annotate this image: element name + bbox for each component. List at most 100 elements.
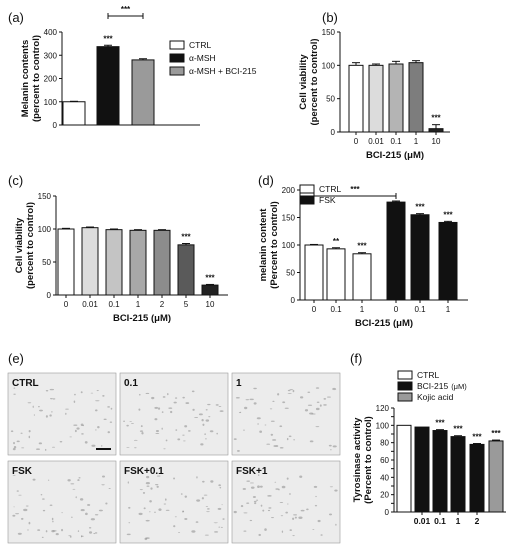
cell-speck (219, 486, 222, 489)
cell-speck (315, 387, 320, 389)
cell-speck (170, 410, 173, 414)
x-tick-label: 1 (446, 305, 451, 314)
cell-speck (77, 530, 80, 532)
legend-unit: (μM) (451, 382, 467, 391)
cell-speck (292, 535, 295, 537)
cell-speck (315, 426, 320, 428)
cell-speck (312, 528, 315, 530)
cell-speck (319, 404, 322, 407)
y-tick-label: 120 (376, 404, 390, 413)
significance-label: ** (333, 237, 340, 246)
cell-speck (201, 418, 204, 422)
cell-speck (257, 485, 260, 488)
cell-speck (187, 430, 191, 432)
cell-speck (236, 450, 240, 452)
cell-speck (98, 509, 103, 512)
cell-speck (218, 484, 221, 487)
bar (388, 63, 404, 133)
panel-label-e: (e) (8, 351, 24, 366)
cell-speck (332, 445, 337, 448)
significance-label: *** (472, 433, 482, 442)
cell-speck (249, 482, 254, 484)
y-tick-label: 0 (331, 128, 336, 137)
cell-speck (87, 504, 91, 506)
cell-speck (126, 447, 130, 449)
legend-swatch (169, 40, 185, 50)
cell-speck (49, 414, 52, 417)
cell-speck (108, 488, 111, 490)
cell-speck (28, 521, 31, 525)
x-tick-label: 5 (184, 300, 189, 309)
y-tick-label: 200 (282, 186, 296, 195)
cell-speck (282, 401, 286, 404)
cell-speck (94, 514, 99, 516)
cell-speck (145, 482, 150, 485)
cell-speck (168, 407, 173, 409)
cell-speck (165, 439, 168, 442)
cell-speck (309, 440, 314, 443)
cell-speck (316, 401, 320, 404)
bar (432, 430, 448, 513)
cell-speck (240, 505, 244, 508)
cell-speck (256, 499, 259, 501)
cell-speck (270, 420, 275, 422)
bar (81, 227, 99, 296)
cell-speck (45, 415, 48, 418)
cell-speck (164, 498, 167, 501)
y-tick-label: 20 (380, 491, 389, 500)
bar (129, 229, 147, 296)
cell-speck (182, 434, 185, 436)
y-tick-label: 150 (322, 28, 336, 37)
x-tick-label: 2 (160, 300, 165, 309)
x-tick-label: 0 (394, 305, 399, 314)
micrograph-label: FSK (12, 466, 33, 477)
cell-speck (269, 408, 273, 410)
cell-speck (266, 443, 271, 445)
cell-speck (161, 427, 163, 430)
x-tick-label: 10 (432, 137, 441, 146)
cell-speck (110, 407, 113, 410)
cell-speck (246, 480, 251, 482)
legend-label: CTRL (417, 370, 439, 380)
cell-speck (150, 487, 153, 490)
x-tick-label: 0.1 (390, 137, 402, 146)
cell-speck (271, 517, 275, 519)
bar (410, 214, 430, 301)
cell-speck (323, 397, 327, 400)
cell-speck (35, 448, 41, 450)
cell-speck (45, 390, 49, 392)
x-tick-label: 1 (136, 300, 141, 309)
cell-speck (298, 516, 303, 520)
cell-speck (16, 490, 19, 492)
cell-speck (275, 488, 279, 490)
cell-speck (173, 477, 176, 480)
cell-speck (142, 491, 146, 494)
cell-speck (330, 449, 332, 451)
cell-speck (292, 389, 295, 393)
cell-speck (33, 414, 36, 416)
cell-speck (299, 475, 303, 478)
cell-speck (155, 433, 160, 434)
micrograph-cell: CTRL (7, 372, 117, 456)
cell-speck (293, 514, 298, 516)
bar (96, 46, 120, 126)
cell-speck (127, 481, 129, 484)
cell-speck (306, 508, 309, 511)
cell-speck (38, 442, 43, 445)
cell-speck (218, 526, 221, 528)
y-tick-label: 0 (291, 296, 296, 305)
cell-speck (17, 532, 22, 535)
cell-speck (107, 406, 111, 408)
cell-speck (13, 441, 15, 445)
cell-speck (183, 440, 186, 442)
cell-speck (233, 510, 237, 514)
cell-speck (233, 438, 237, 440)
bar (105, 229, 123, 296)
cell-speck (140, 425, 143, 428)
cell-speck (254, 502, 257, 505)
cell-speck (281, 530, 284, 533)
cell-speck (47, 479, 50, 481)
cell-speck (21, 447, 25, 449)
cell-speck (214, 531, 219, 533)
cell-speck (196, 499, 201, 502)
